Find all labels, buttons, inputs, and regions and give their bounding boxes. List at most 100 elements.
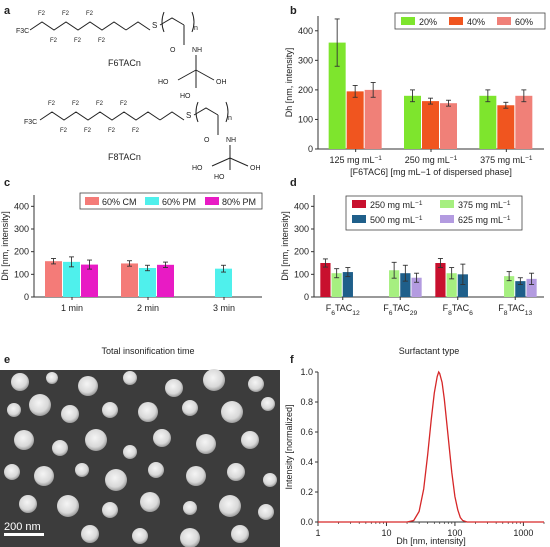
nanoparticle [57,495,79,517]
chart-c-dh-vs-insonification-time: 0 100 200 300 400 Dh [nm, intensity] 1 min 2 mi… [0,192,263,356]
atom-o: O [170,47,176,54]
legend-swatch [449,17,463,25]
y-axis-label: Dh [nm, intensity] [280,211,290,281]
legend-label: 60% PM [162,197,196,207]
nanoparticle [186,466,206,486]
bar [411,277,422,297]
bar [81,264,98,297]
nanoparticle [140,492,160,512]
nanoparticle [227,463,245,481]
y-tick-label: 200 [298,85,313,95]
chart-b-dh-vs-concentration: 0 100 200 300 400 Dh [nm, intensity] 125 mg mL… [284,12,546,177]
y-tick-label: 200 [294,247,309,257]
chart-f-size-distribution: 0.0 0.2 0.4 0.6 0.8 1.0 1 10 100 1000 Intensity [n… [284,367,545,546]
nanoparticle [4,464,20,480]
panel-letter-c: c [4,177,10,189]
bar [157,264,174,297]
panel-letter-d: d [290,177,297,189]
atom-f2: F2 [96,101,104,107]
legend-swatch [352,200,366,208]
atom-f2: F2 [74,38,82,44]
nanoparticle [180,528,200,547]
atom-ho: HO [192,165,203,172]
bar [215,268,232,297]
chemical-structures: F3C F2 F2 F2 F2 F2 F2 S n O NH HO OH HO … [16,11,261,181]
nanoparticle [248,376,264,392]
nanoparticle [123,445,137,459]
nanoparticle [52,440,68,456]
legend-label: 80% PM [222,197,256,207]
atom-f2: F2 [108,128,116,134]
legend-swatch [440,200,454,208]
y-tick-label: 0.8 [300,397,313,407]
y-tick-label: 0 [308,144,313,154]
structure-label-f8tacn: F8TACn [108,152,141,162]
y-tick-label: 100 [14,269,29,279]
bar [320,263,331,297]
y-tick-label: 400 [298,26,313,36]
y-tick-label: 0.4 [300,457,313,467]
atom-f2: F2 [86,11,94,17]
atom-n: n [194,25,198,32]
x-tick-label: 10 [381,528,391,538]
legend-label: 20% [419,17,437,27]
structure-f8tac: F3C F2 F2 F2 F2 F2 F2 F2 F2 S n O NH HO … [24,101,261,181]
panel-letter-e: e [4,354,10,366]
legend-swatch [145,197,159,205]
x-tick-label: 2 min [137,303,159,313]
bar [457,274,468,297]
chart-d-dh-vs-surfactant-type: 0 100 200 300 400 Dh [nm, intensity] F6TAC12 F6… [280,195,544,356]
nanoparticle [241,431,259,449]
nanoparticle [263,473,277,487]
y-axis-label: Dh [nm, intensity] [0,211,10,281]
x-axis-label: Dh [nm, intensity] [396,536,466,546]
legend-swatch [401,17,415,25]
atom-f2: F2 [48,101,56,107]
nanoparticle [85,429,107,451]
nanoparticle [219,495,241,517]
legend-label: 500 mg mL−1 [370,215,423,226]
x-tick-label: F6TAC12 [326,303,360,317]
atom-o: O [204,137,210,144]
y-tick-label: 0 [304,292,309,302]
tem-micrograph: 200 nm [0,369,280,547]
y-tick-label: 200 [14,247,29,257]
atom-f2: F2 [38,11,46,17]
atom-f2: F2 [72,101,80,107]
atom-f2: F2 [132,128,140,134]
legend-label: 375 mg mL−1 [458,200,511,211]
y-tick-label: 300 [298,55,313,65]
y-tick-label: 0 [24,292,29,302]
legend-swatch [497,17,511,25]
nanoparticle [105,469,127,491]
y-tick-label: 1.0 [300,367,313,377]
legend-swatch [440,215,454,223]
bar [346,91,364,149]
x-tick-label: F8TAC13 [498,303,532,317]
y-axis-label: Dh [nm, intensity] [284,48,294,118]
nanoparticle [11,373,29,391]
atom-f3c: F3C [16,28,29,35]
atom-ho: HO [158,79,169,86]
structure-label-f6tacn: F6TACn [108,58,141,68]
atom-f2: F2 [62,11,70,17]
y-tick-label: 0.2 [300,487,313,497]
nanoparticle [81,525,99,543]
x-tick-label: 250 mg mL−1 [405,155,458,166]
bar [139,267,156,297]
nanoparticle [258,504,274,520]
legend-box [345,195,523,231]
panel-letter-f: f [290,354,294,366]
atom-s: S [186,111,191,120]
nanoparticle [29,394,51,416]
atom-oh: OH [216,79,227,86]
x-tick-label: 1 [315,528,320,538]
nanoparticle [19,495,37,513]
x-tick-label: F6TAC29 [383,303,417,317]
x-tick-label: 3 min [213,303,235,313]
bar [389,270,400,297]
nanoparticle [196,434,216,454]
nanoparticle [153,429,171,447]
bar [400,273,411,297]
bar [504,276,515,297]
